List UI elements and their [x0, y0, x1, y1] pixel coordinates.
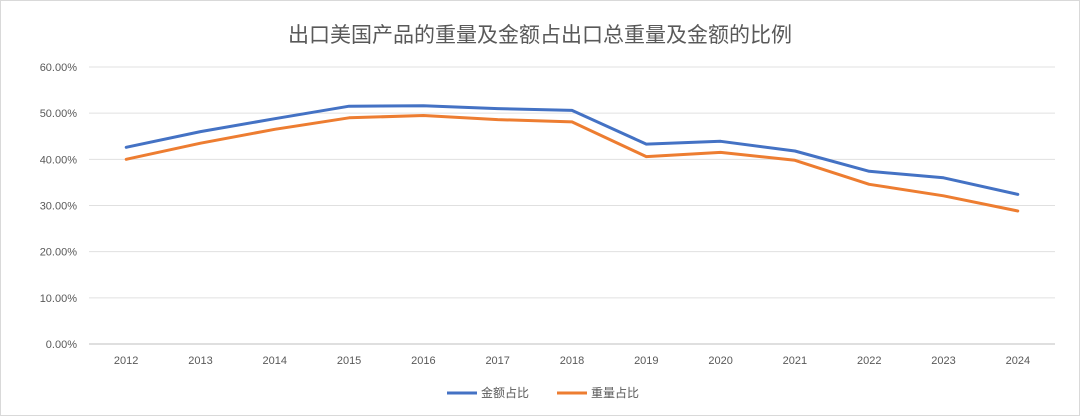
- x-tick-label: 2024: [1006, 355, 1030, 367]
- y-tick-label: 20.00%: [40, 247, 78, 259]
- y-tick-label: 30.00%: [40, 201, 78, 213]
- chart-title: 出口美国产品的重量及金额占出口总重量及金额的比例: [288, 23, 792, 47]
- y-tick-label: 10.00%: [40, 293, 78, 305]
- series-lines: [124, 104, 1020, 213]
- series-line-weight: [124, 114, 1020, 213]
- series-line-amount: [124, 104, 1020, 196]
- x-tick-label: 2014: [263, 355, 287, 367]
- legend: 金额占比 重量占比: [447, 385, 639, 400]
- x-tick-label: 2016: [411, 355, 435, 367]
- x-tick-label: 2022: [857, 355, 881, 367]
- y-axis-labels: 0.00% 10.00% 20.00% 30.00% 40.00% 50.00% 60.00…: [40, 62, 78, 351]
- y-tick-label: 60.00%: [40, 62, 78, 74]
- x-tick-label: 2023: [931, 355, 955, 367]
- y-tick-label: 0.00%: [46, 339, 77, 351]
- legend-label: 重量占比: [591, 385, 639, 400]
- x-tick-label: 2015: [337, 355, 361, 367]
- x-tick-label: 2017: [485, 355, 509, 367]
- x-tick-label: 2012: [114, 355, 138, 367]
- grid-lines: [89, 66, 1055, 345]
- x-axis-labels: 2012 2013 2014 2015 2016 2017 2018 2019 2020 2021…: [114, 355, 1030, 367]
- x-tick-label: 2019: [634, 355, 658, 367]
- legend-label: 金额占比: [481, 385, 529, 400]
- y-tick-label: 40.00%: [40, 154, 78, 166]
- x-tick-label: 2021: [783, 355, 807, 367]
- x-tick-label: 2013: [188, 355, 212, 367]
- y-tick-label: 50.00%: [40, 108, 78, 120]
- x-tick-label: 2020: [708, 355, 732, 367]
- x-tick-label: 2018: [560, 355, 584, 367]
